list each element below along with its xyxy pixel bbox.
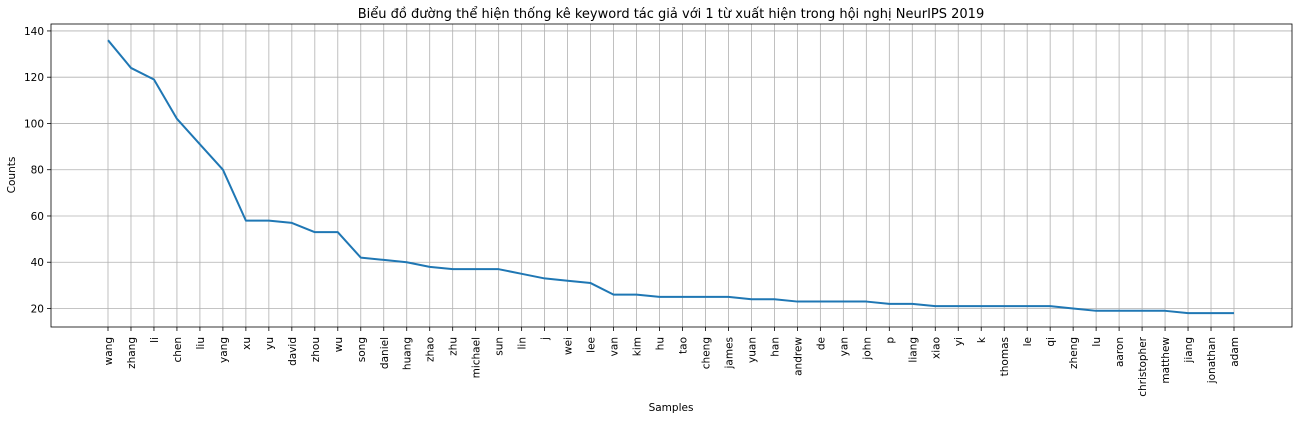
grid [51,24,1292,327]
x-tick-label: david [287,337,299,366]
x-tick-label: le [1022,337,1034,346]
x-tick-label: lu [1091,337,1103,347]
x-tick-label: van [609,337,621,356]
x-tick-label: james [723,337,735,370]
series-line [107,39,1234,315]
x-tick-label: yi [953,337,965,346]
x-tick-label: xiao [930,337,942,359]
x-tick-label: de [815,337,827,350]
x-tick-label: qi [1045,337,1057,347]
y-tick-label: 140 [24,26,44,38]
x-tick-label: yu [264,337,276,350]
y-axis-label: Counts [6,157,18,194]
x-tick-label: sun [494,337,506,356]
y-tick-label: 100 [24,118,44,130]
y-tick-label: 40 [31,257,44,269]
x-tick-label: yang [218,337,230,363]
x-tick-label: michael [471,337,483,378]
x-tick-label: zhang [126,337,138,369]
x-tick-label: andrew [792,337,804,376]
x-tick-label: liu [195,337,207,350]
x-tick-label: matthew [1160,337,1172,384]
x-tick-label: wei [563,337,575,355]
x-tick-label: cheng [700,337,712,369]
x-tick-label: christopher [1137,336,1149,396]
y-tick-label: 60 [31,211,44,223]
x-tick-label: huang [402,337,414,370]
x-tick-label: jonathan [1206,337,1218,384]
y-tick-label: 80 [31,165,44,177]
x-tick-label: yan [838,337,850,356]
x-axis: wang zhang li chen liu yang xu yu david zhou wu son… [103,327,1241,397]
x-tick-label: zhou [310,337,322,362]
plot-frame [50,23,1293,328]
x-tick-label: p [884,337,896,344]
x-tick-label: chen [172,337,184,363]
chart-title: Biểu đồ đường thể hiện thống kê keyword … [358,7,984,22]
x-tick-label: k [976,336,988,343]
x-tick-label: adam [1229,337,1241,367]
x-tick-label: liang [907,337,919,363]
x-tick-label: lee [586,337,598,353]
x-tick-label: jiang [1183,337,1195,364]
y-axis: 20 40 60 80 100 120 140 [24,26,51,315]
x-tick-label: yuan [746,337,758,363]
x-tick-label: han [769,337,781,357]
x-tick-label: zhu [448,337,460,356]
x-tick-label: song [356,337,368,362]
x-tick-label: tao [677,337,689,354]
x-tick-label: xu [241,337,253,350]
x-tick-label: zheng [1068,337,1080,369]
x-tick-label: lin [517,337,529,350]
x-tick-label: wu [333,337,345,352]
y-tick-label: 20 [31,303,44,315]
y-tick-label: 120 [24,72,44,84]
x-tick-label: li [149,337,161,343]
x-tick-label: kim [632,337,644,356]
x-axis-label: Samples [649,402,694,414]
x-tick-label: wang [103,337,115,365]
x-tick-label: aaron [1114,337,1126,367]
x-tick-label: j [540,337,552,341]
x-tick-label: hu [655,337,667,350]
x-tick-label: zhao [425,337,437,362]
x-tick-label: daniel [379,337,391,369]
x-tick-label: thomas [999,337,1011,376]
x-tick-label: john [861,337,873,361]
